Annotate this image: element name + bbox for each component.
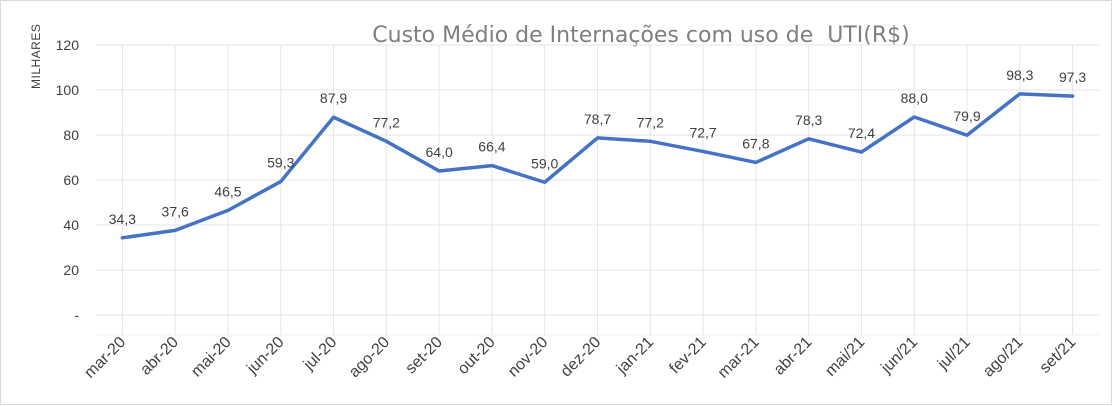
x-tick-label: mar-21 [715, 334, 763, 382]
data-label: 37,6 [162, 203, 189, 219]
data-label: 64,0 [426, 144, 453, 160]
data-label: 66,4 [478, 139, 505, 155]
x-tick-label: set-20 [402, 334, 446, 378]
x-tick-label: jul-20 [300, 334, 340, 374]
y-tick-label: 100 [56, 82, 80, 98]
y-axis-label: MILHARES [29, 23, 43, 89]
y-tick-label: 60 [63, 172, 79, 188]
data-label: 34,3 [109, 211, 136, 227]
data-label: 77,2 [637, 114, 664, 130]
data-label: 59,0 [531, 155, 558, 171]
data-label: 46,5 [214, 183, 241, 199]
x-tick-label: set/21 [1037, 334, 1080, 377]
y-tick-label: 120 [56, 37, 80, 53]
data-label: 72,4 [848, 125, 875, 141]
x-tick-label: dez-20 [558, 334, 605, 381]
data-label: 59,3 [267, 155, 294, 171]
x-tick-label: abr-20 [137, 334, 182, 379]
x-tick-label: out-20 [455, 334, 499, 378]
data-label: 72,7 [689, 124, 716, 140]
y-tick-label: 80 [63, 127, 79, 143]
x-tick-label: mar-20 [81, 334, 129, 382]
series-line [120, 92, 1075, 240]
x-tick-label: mai-20 [188, 334, 235, 381]
x-tick-label: jun-20 [243, 334, 287, 378]
y-tick-label: 20 [63, 262, 79, 278]
data-label: 78,7 [584, 111, 611, 127]
data-label: 79,9 [953, 108, 980, 124]
x-tick-label: abr-21 [771, 334, 816, 379]
data-label: 98,3 [1006, 67, 1033, 83]
x-tick-label: nov-20 [505, 334, 552, 381]
x-tick-label: ago/21 [980, 334, 1027, 381]
x-tick-label: fev-21 [666, 334, 710, 378]
x-tick-label: jan-21 [613, 334, 657, 378]
data-label: 78,3 [795, 112, 822, 128]
x-tick-label: ago-20 [346, 334, 393, 381]
chart-title: Custo Médio de Internações com uso de UT… [372, 23, 910, 48]
y-tick-label: - [74, 307, 79, 323]
x-tick-label: jul/21 [934, 334, 974, 374]
data-label: 97,3 [1059, 69, 1086, 85]
data-label: 87,9 [320, 90, 347, 106]
data-label: 77,2 [373, 114, 400, 130]
data-label: 67,8 [742, 135, 769, 151]
y-tick-label: 40 [63, 217, 79, 233]
x-tick-label: mai/21 [822, 334, 868, 380]
x-tick-label: jun/21 [878, 334, 922, 378]
data-label: 88,0 [901, 90, 928, 106]
